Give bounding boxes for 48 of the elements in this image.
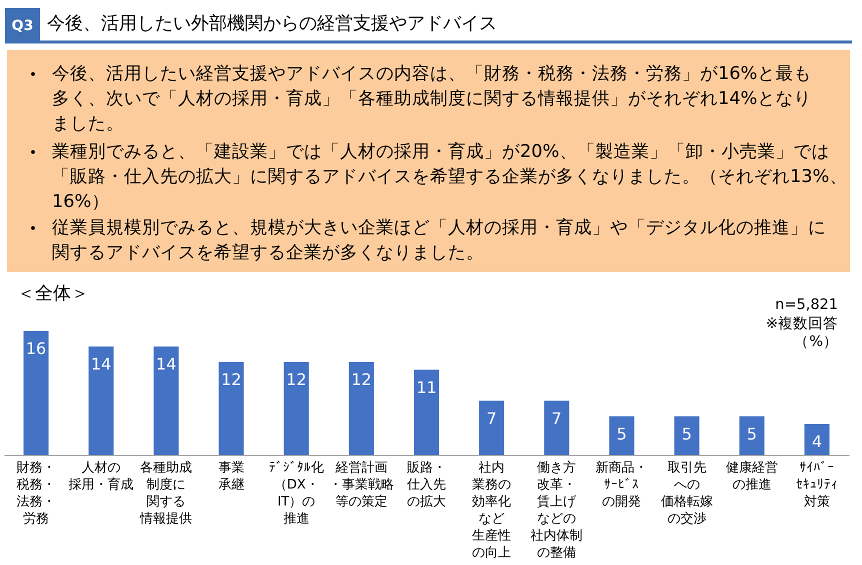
bar bbox=[674, 416, 700, 455]
x-tick-label: 新商品・ｻｰﾋﾞｽの開発 bbox=[596, 460, 648, 510]
chart-title: 今後、活用したい外部機関からの経営支援やアドバイス bbox=[47, 13, 497, 34]
bar bbox=[24, 331, 49, 455]
text: Q3 bbox=[12, 18, 34, 34]
bar bbox=[154, 346, 179, 455]
data-label: 5 bbox=[682, 424, 692, 444]
data-label: 7 bbox=[486, 408, 497, 428]
bar bbox=[479, 400, 504, 455]
data-label: 4 bbox=[812, 432, 822, 451]
data-label: 12 bbox=[351, 370, 372, 389]
x-tick-label: ﾃﾞｼﾞﾀﾙ化（DX・IT）の推進 bbox=[268, 460, 324, 526]
annotation: （%） bbox=[794, 334, 838, 350]
data-label: 16 bbox=[26, 339, 46, 358]
annotation: ※複数回答 bbox=[766, 315, 838, 332]
chart-subtitle: ＜全体＞ bbox=[17, 283, 89, 304]
x-tick-label: 経営計画・事業戦略等の策定 bbox=[328, 460, 394, 510]
x-tick-label: 取引先への価格転嫁の交渉 bbox=[660, 460, 713, 526]
bar bbox=[804, 424, 830, 455]
data-label: 12 bbox=[221, 370, 242, 389]
data-label: 5 bbox=[616, 424, 627, 444]
data-label: 5 bbox=[746, 424, 757, 444]
x-tick-label: 各種助成制度に関する情報提供 bbox=[139, 460, 192, 526]
x-tick-label: 働き方改革・賃上げなどの社内体制の整備 bbox=[530, 460, 583, 560]
bar bbox=[348, 362, 374, 455]
text: 業種別でみると、「建設業」では「人材の採用・育成」が20%、「製造業」「卸・小売業」では「販路・仕入先の拡大」に関するアドバイスを希望する企業が多くなりました。（それぞれ13%、16%） bbox=[52, 141, 848, 212]
data-label: 11 bbox=[416, 378, 437, 397]
bar bbox=[218, 362, 244, 455]
x-tick-label: 事業承継 bbox=[218, 460, 244, 492]
bar bbox=[739, 416, 764, 455]
x-tick-label: 財務・税務・法務・労務 bbox=[16, 460, 56, 526]
data-label: 14 bbox=[156, 354, 176, 374]
text: 今後、活用したい経営支援やアドバイスの内容は、「財務・税務・法務・労務」が16%と最も多く、次いで「人材の採用・育成」「各種助成制度に関する情報提供」がそれぞれ14%となりました。 bbox=[52, 63, 812, 134]
data-label: 14 bbox=[90, 354, 112, 374]
bar bbox=[544, 400, 570, 455]
bar bbox=[609, 416, 634, 455]
data-label: 12 bbox=[286, 370, 307, 389]
x-tick-label: 健康経営の推進 bbox=[726, 460, 778, 492]
bar bbox=[284, 362, 309, 455]
x-tick-label: 販路・仕入先の拡大 bbox=[406, 460, 446, 510]
x-tick-label: 人材の採用・育成 bbox=[68, 460, 134, 492]
text: n=5,821 bbox=[775, 297, 838, 313]
bar bbox=[88, 346, 114, 455]
x-tick-label: 社内業務の効率化など生産性の向上 bbox=[472, 460, 512, 560]
text: 従業員規模別でみると、規模が大きい企業ほど「人材の採用・育成」や「デジタル化の推進」に関するアドバイスを希望する企業が多くなりました。 bbox=[52, 217, 826, 263]
data-label: 7 bbox=[552, 408, 562, 428]
x-tick-label: ｻｲﾊﾞｰｾｷｭﾘﾃｨ対策 bbox=[796, 460, 838, 510]
bar bbox=[414, 370, 440, 455]
